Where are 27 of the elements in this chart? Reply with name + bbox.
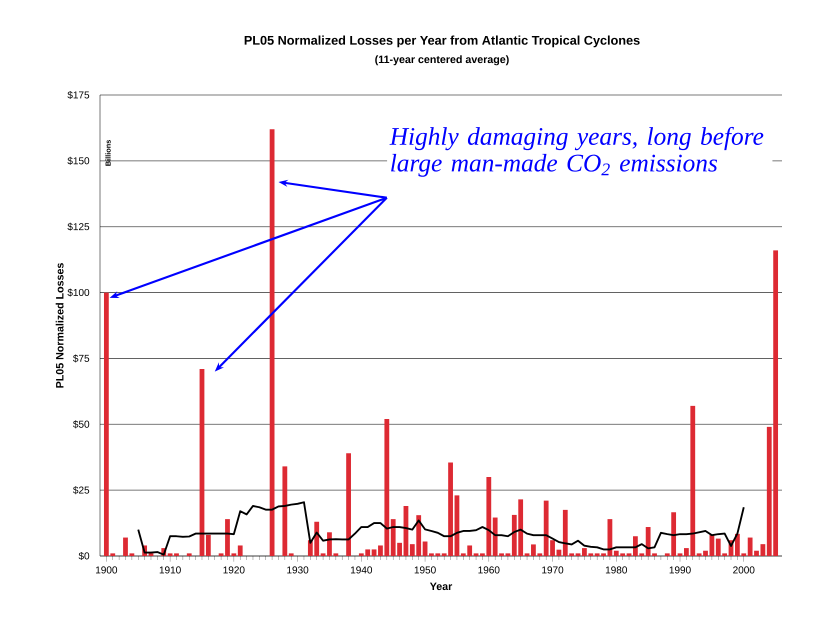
chart-title: PL05 Normalized Losses per Year from Atlantic Tropical Cyclones bbox=[244, 35, 640, 48]
y-tick-label: $150 bbox=[67, 156, 90, 165]
y-tick-label: $125 bbox=[67, 222, 90, 231]
x-tick-label: 1950 bbox=[414, 566, 436, 574]
bar bbox=[270, 129, 274, 556]
y-tick-label: $100 bbox=[67, 288, 90, 297]
y-tick-label: $175 bbox=[67, 90, 90, 100]
x-tick-label: 2000 bbox=[733, 566, 754, 574]
x-tick-label: 1990 bbox=[670, 566, 691, 574]
x-tick-label: 1930 bbox=[287, 566, 308, 574]
x-tick-label: 1980 bbox=[606, 566, 628, 574]
y-tick-label: $75 bbox=[73, 354, 90, 362]
bar bbox=[282, 466, 288, 556]
x-tick-label: 1970 bbox=[542, 566, 564, 574]
x-axis-title: Year bbox=[430, 582, 452, 590]
y-axis-title: PL05 Normalized Losses bbox=[56, 263, 64, 388]
x-tick-label: 1910 bbox=[160, 566, 181, 574]
x-tick-label: 1920 bbox=[223, 566, 245, 574]
annotation: Highly damaging years, long before large man-made CO$_{2}$ emissions bbox=[389, 126, 764, 177]
bar bbox=[346, 453, 351, 556]
x-tick-label: 1940 bbox=[350, 566, 372, 574]
chart-subtitle: (11-year centered average) bbox=[375, 55, 509, 66]
y-tick-label: $25 bbox=[73, 486, 90, 494]
x-tick-label: 1900 bbox=[96, 566, 118, 574]
x-tick-label: 1960 bbox=[478, 566, 500, 574]
y-tick-label: $0 bbox=[78, 552, 90, 560]
y-tick-label: $50 bbox=[73, 420, 90, 428]
